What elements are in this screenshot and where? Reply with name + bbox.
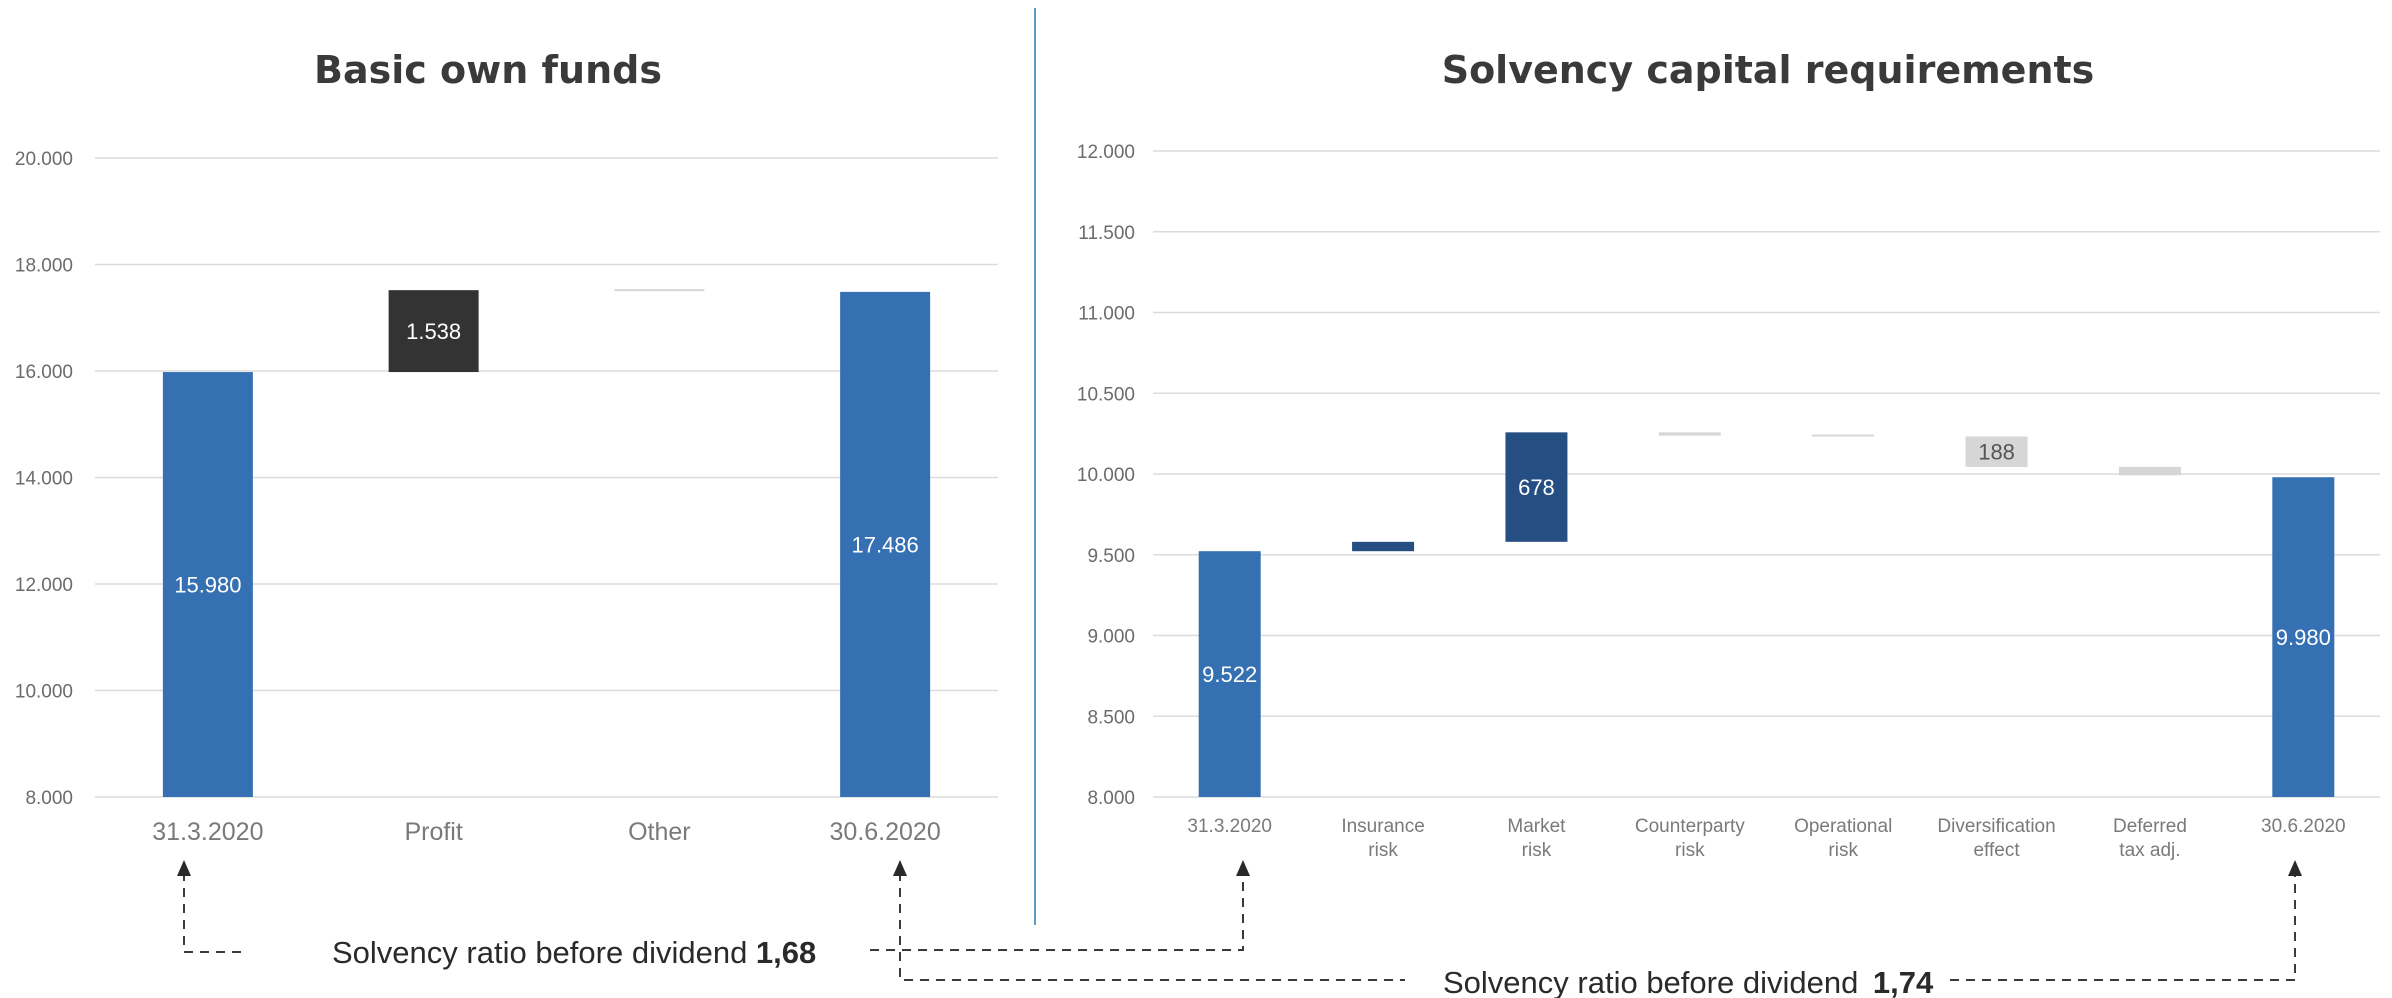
bar bbox=[2272, 477, 2335, 797]
x-category-label: Counterparty risk bbox=[1635, 816, 1745, 861]
x-category-label: Insurance risk bbox=[1341, 816, 1424, 861]
data-label: 9.980 bbox=[2276, 625, 2331, 650]
annotation-value: 1,74 bbox=[1873, 965, 1934, 998]
arrow-up-icon bbox=[2288, 860, 2302, 876]
y-tick-label: 18.000 bbox=[15, 256, 73, 277]
annotation-value: 1,68 bbox=[756, 935, 816, 970]
connector-ratio-1 bbox=[870, 872, 1244, 951]
x-category-label: 30.6.2020 bbox=[2261, 816, 2346, 837]
arrow-up-icon bbox=[177, 860, 191, 876]
data-label: 9.522 bbox=[1202, 662, 1257, 687]
bar bbox=[1505, 432, 1568, 542]
x-axis-categories: 31.3.2020 Profit Other 30.6.2020 bbox=[152, 818, 940, 846]
data-label: 1.538 bbox=[406, 319, 461, 344]
bars: 15.980 1.538 17.486 bbox=[162, 289, 931, 797]
x-category-label: Operational risk bbox=[1794, 816, 1892, 861]
bar bbox=[840, 291, 931, 797]
data-label: 188 bbox=[1978, 440, 2015, 465]
y-tick-label: 12.000 bbox=[15, 575, 73, 596]
y-tick-label: 8.000 bbox=[25, 788, 73, 809]
y-tick-label: 9.500 bbox=[1087, 546, 1135, 567]
arrow-up-icon bbox=[893, 860, 907, 876]
bar bbox=[1198, 551, 1261, 797]
y-tick-label: 9.000 bbox=[1087, 627, 1135, 648]
bar bbox=[1352, 541, 1415, 552]
annotation-text: Solvency ratio before dividend bbox=[332, 935, 756, 970]
data-label: 15.980 bbox=[174, 573, 241, 598]
gridlines bbox=[1153, 150, 2380, 798]
y-tick-label: 16.000 bbox=[15, 362, 73, 383]
chart-title: Basic own funds bbox=[314, 48, 662, 92]
chart-title: Solvency capital requirements bbox=[1442, 48, 2095, 92]
solvency-ratio-annotation-1: Solvency ratio before dividend 1,68 bbox=[332, 935, 816, 970]
y-tick-label: 10.000 bbox=[1077, 465, 1135, 486]
arrow-up-icon bbox=[1236, 860, 1250, 876]
x-axis-categories: 31.3.2020 Insurance risk Market risk Counterp… bbox=[1187, 816, 2345, 861]
bars: 9.522 678 188 9.980 bbox=[1198, 432, 2335, 797]
connector-left-end bbox=[899, 872, 1405, 981]
connector-left-start bbox=[183, 872, 248, 953]
x-category-label: Other bbox=[628, 818, 691, 846]
y-tick-label: 11.000 bbox=[1078, 304, 1135, 325]
x-category-label: 31.3.2020 bbox=[1187, 816, 1272, 837]
bar bbox=[614, 289, 705, 292]
bar bbox=[1658, 432, 1721, 436]
y-tick-label: 14.000 bbox=[15, 469, 73, 490]
connector-right-end bbox=[1950, 872, 2296, 981]
data-label: 17.486 bbox=[851, 532, 918, 557]
x-category-label: Profit bbox=[404, 818, 462, 846]
solvency-capital-requirements-chart: Solvency capital requirements 8.000 8.500… bbox=[1077, 48, 2380, 861]
basic-own-funds-chart: Basic own funds 8.000 10.000 12.000 14.000 1… bbox=[15, 48, 998, 846]
y-tick-label: 12.000 bbox=[1077, 142, 1135, 163]
y-tick-label: 20.000 bbox=[15, 149, 73, 170]
bar bbox=[1812, 434, 1875, 437]
x-category-label: 30.6.2020 bbox=[830, 818, 941, 846]
data-label-background bbox=[1966, 436, 2027, 467]
data-label: 678 bbox=[1518, 475, 1555, 500]
bar bbox=[2118, 466, 2181, 476]
x-category-label: 31.3.2020 bbox=[152, 818, 263, 846]
y-tick-label: 8.500 bbox=[1087, 707, 1135, 728]
y-tick-label: 8.000 bbox=[1087, 788, 1135, 809]
y-axis-ticks: 8.000 8.500 9.000 9.500 10.000 10.500 11.000 11… bbox=[1077, 142, 1135, 809]
x-category-label: Market risk bbox=[1507, 816, 1566, 861]
x-category-label: Diversification effect bbox=[1937, 816, 2055, 861]
y-tick-label: 10.000 bbox=[15, 682, 73, 703]
solvency-ratio-annotation-2: Solvency ratio before dividend 1,74 bbox=[1443, 965, 1934, 998]
annotation-connectors bbox=[177, 860, 2302, 981]
x-category-label: Deferred tax adj. bbox=[2113, 816, 2187, 861]
bar bbox=[388, 290, 479, 373]
y-tick-label: 10.500 bbox=[1077, 384, 1135, 405]
bar bbox=[162, 372, 253, 797]
y-tick-label: 11.500 bbox=[1078, 223, 1135, 244]
annotation-text: Solvency ratio before dividend bbox=[1443, 965, 1867, 998]
y-axis-ticks: 8.000 10.000 12.000 14.000 16.000 18.000 20.00… bbox=[15, 149, 73, 809]
